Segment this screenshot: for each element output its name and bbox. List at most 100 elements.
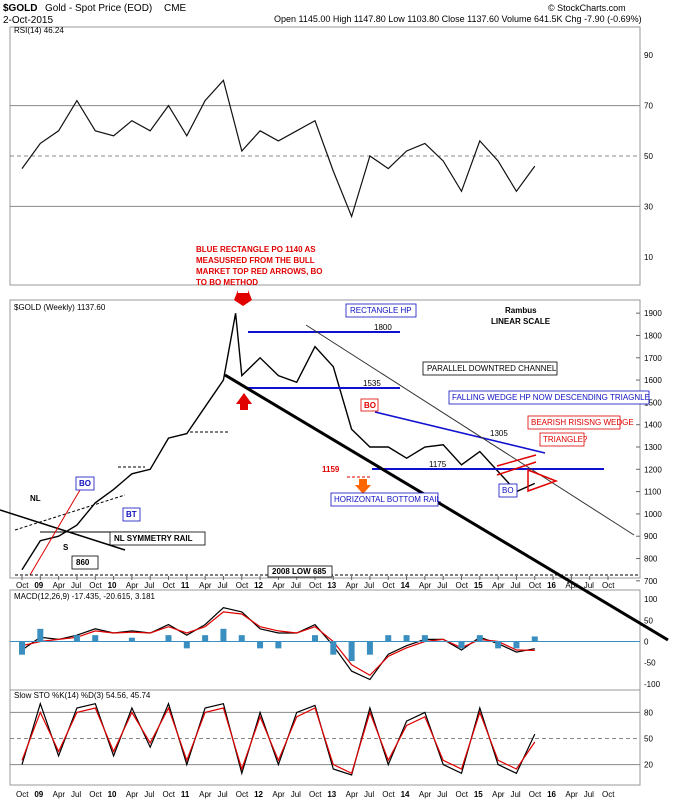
chart-symbol: $GOLD	[3, 3, 37, 14]
sto-x-tick-2: 09	[34, 790, 43, 799]
price-x-tick-20: Jul	[364, 581, 374, 590]
sto-y-tick-50: 50	[644, 735, 653, 744]
price-x-tick-4: Jul	[71, 581, 81, 590]
macd-series-line-1	[21, 607, 535, 681]
sto-x-tick-33: Oct	[602, 790, 615, 799]
price-y-tick-1900: 1900	[644, 309, 662, 318]
chart-description: Gold - Spot Price (EOD)	[45, 3, 152, 14]
sto-x-tick-7: Apr	[126, 790, 139, 799]
note-line-2: MEASUSRED FROM THE BULL	[196, 256, 315, 265]
price-x-tick-14: 12	[254, 581, 263, 590]
sto-x-tick-12: Jul	[217, 790, 227, 799]
chart-date: 2-Oct-2015	[3, 15, 53, 26]
rambus-label: Rambus	[505, 306, 537, 315]
price-x-tick-29: Oct	[529, 581, 542, 590]
price-x-tick-6: 10	[108, 581, 117, 590]
price-y-tick-1300: 1300	[644, 443, 662, 452]
macd-y-tick--100: -100	[644, 680, 661, 689]
sto-x-tick-24: Jul	[437, 790, 447, 799]
value-1159-label: 1159	[322, 465, 340, 474]
price-x-tick-3: Apr	[53, 581, 66, 590]
rectangle-hp-label: RECTANGLE HP	[350, 306, 412, 315]
macd-histogram-bar-22	[403, 635, 410, 642]
bearish-wedge-label: BEARISH RISISNG WEDGE	[531, 418, 634, 427]
sto-x-tick-32: Jul	[584, 790, 594, 799]
macd-y-tick-50: 50	[644, 616, 653, 625]
sto-x-tick-8: Jul	[144, 790, 154, 799]
price-y-tick-1600: 1600	[644, 376, 662, 385]
macd-histogram-bar-11	[202, 635, 209, 642]
rsi-y-tick-50: 50	[644, 152, 653, 161]
sto-series-line-2	[21, 706, 536, 775]
price-x-tick-28: Jul	[510, 581, 520, 590]
sto-x-tick-17: Oct	[309, 790, 322, 799]
sto-panel	[9, 689, 641, 786]
price-plot: 700 800 900 1000 1100 1200 1300 1400 1500 1600 170…	[21, 309, 662, 586]
sto-y-tick-80: 80	[644, 708, 653, 717]
price-x-tick-10: 11	[181, 581, 190, 590]
sto-x-tick-18: 13	[327, 790, 336, 799]
price-y-tick-700: 700	[644, 577, 658, 586]
rsi-series-line-1	[21, 79, 536, 219]
price-x-tick-25: Oct	[456, 581, 469, 590]
bo-blue-label-2009: BO	[79, 479, 91, 488]
macd-histogram-bar-23	[421, 635, 428, 642]
rsi-plot: 10 30 50 70 90	[10, 51, 653, 262]
price-x-tick-13: Oct	[236, 581, 249, 590]
macd-histogram-bar-5	[92, 635, 99, 642]
price-x-tick-11: Apr	[199, 581, 212, 590]
sto-x-tick-4: Jul	[71, 790, 81, 799]
macd-y-tick--50: -50	[644, 659, 656, 668]
macd-histogram-bar-14	[257, 641, 264, 649]
sto-x-tick-14: 12	[254, 790, 263, 799]
macd-title: MACD(12,26,9) -17.435, -20.615, 3.181	[14, 592, 156, 601]
price-y-tick-1800: 1800	[644, 331, 662, 340]
rsi-y-tick-70: 70	[644, 102, 653, 111]
macd-histogram-bar-18	[330, 641, 337, 655]
triangle-label: TRIANGLE?	[543, 435, 588, 444]
sto-x-tick-5: Oct	[89, 790, 102, 799]
price-x-tick-22: 14	[401, 581, 410, 590]
macd-histogram-bar-2	[37, 628, 44, 642]
linear-scale-label: LINEAR SCALE	[491, 317, 551, 326]
macd-y-tick-100: 100	[644, 595, 658, 604]
sto-y-tick-20: 20	[644, 761, 653, 770]
price-y-tick-1400: 1400	[644, 421, 662, 430]
macd-histogram-bar-10	[183, 641, 190, 649]
price-series-line	[21, 313, 536, 571]
note-line-4: TO BO METHOD	[196, 278, 258, 287]
price-x-tick-2: 09	[34, 581, 43, 590]
nl-symmetry-label: NL SYMMETRY RAIL	[114, 534, 193, 543]
sto-x-tick-26: 15	[474, 790, 483, 799]
price-x-tick-27: Apr	[492, 581, 505, 590]
price-x-tick-18: 13	[327, 581, 336, 590]
macd-histogram-bar-27	[495, 641, 502, 649]
price-x-tick-33: Oct	[602, 581, 615, 590]
sto-x-tick-21: Oct	[382, 790, 395, 799]
price-x-tick-23: Apr	[419, 581, 432, 590]
macd-histogram-bar-26	[476, 635, 483, 642]
rsi-y-tick-90: 90	[644, 51, 653, 60]
value-1175-label: 1175	[429, 460, 447, 469]
bo-red-arrow	[236, 393, 252, 410]
bt-label: BT	[126, 510, 137, 519]
price-x-tick-5: Oct	[89, 581, 102, 590]
horizontal-rail-label: HORIZONTAL BOTTOM RAIL	[334, 495, 442, 504]
price-y-tick-1100: 1100	[644, 488, 662, 497]
rsi-y-tick-10: 10	[644, 253, 653, 262]
macd-panel	[9, 589, 641, 691]
macd-histogram-bar-17	[312, 635, 318, 642]
ohlc-readout: Open 1145.00 High 1147.80 Low 1103.80 Cl…	[274, 14, 642, 24]
s-label: S	[63, 543, 69, 552]
note-line-3: MARKET TOP RED ARROWS, BO	[196, 267, 323, 276]
price-y-tick-1700: 1700	[644, 354, 662, 363]
macd-histogram-bar-9	[165, 635, 172, 642]
x-axis: Oct Oct 09 09 Apr Apr Jul Jul Oct Oct 10 10 Apr Apr Ju…	[16, 576, 615, 799]
price-x-tick-31: Apr	[565, 581, 578, 590]
macd-histogram-bar-19	[348, 641, 355, 662]
bo-red-label: BO	[364, 401, 376, 410]
price-title: $GOLD (Weekly) 1137.60	[14, 303, 106, 312]
value-1305-label: 1305	[490, 429, 508, 438]
sto-x-tick-13: Oct	[236, 790, 249, 799]
price-x-tick-9: Oct	[163, 581, 176, 590]
